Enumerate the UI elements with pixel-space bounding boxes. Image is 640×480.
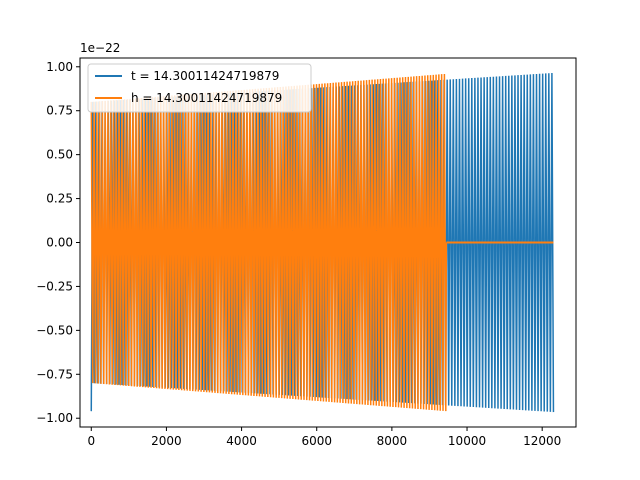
legend-label-t: t = 14.30011424719879	[131, 69, 279, 83]
y-offset-label: 1e−22	[80, 41, 120, 55]
y-tick-label: 0.75	[46, 104, 73, 118]
y-tick-label: −0.50	[36, 323, 73, 337]
legend-label-h: h = 14.30011424719879	[131, 91, 282, 105]
x-tick-label: 12000	[523, 434, 561, 448]
x-tick-label: 4000	[226, 434, 257, 448]
x-axis: 0 2000 4000 6000 8000 10000 12000	[87, 427, 561, 448]
x-tick-label: 10000	[448, 434, 486, 448]
x-tick-label: 8000	[377, 434, 408, 448]
y-tick-label: −0.25	[36, 279, 73, 293]
y-axis: −1.00 −0.75 −0.50 −0.25 0.00 0.25 0.50 0.75 1.00	[36, 60, 80, 425]
y-tick-label: 0.25	[46, 192, 73, 206]
y-tick-label: −1.00	[36, 411, 73, 425]
y-tick-label: 1.00	[46, 60, 73, 74]
y-tick-label: −0.75	[36, 367, 73, 381]
x-tick-label: 6000	[301, 434, 332, 448]
x-tick-label: 0	[87, 434, 95, 448]
legend: t = 14.30011424719879 h = 14.30011424719…	[87, 63, 312, 113]
legend-frame	[87, 63, 312, 113]
y-tick-label: 0.00	[46, 236, 73, 250]
x-tick-label: 2000	[151, 434, 182, 448]
y-tick-label: 0.50	[46, 148, 73, 162]
